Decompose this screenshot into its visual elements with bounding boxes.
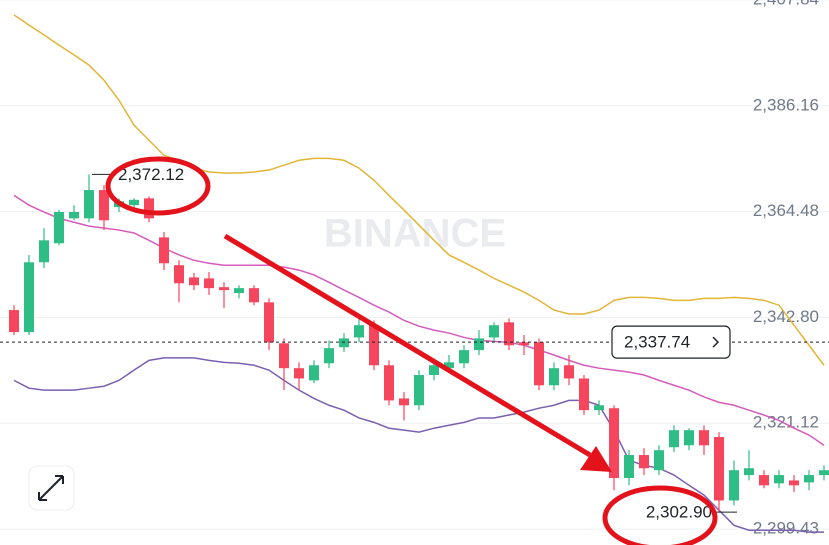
- candle-body: [309, 365, 319, 381]
- candle-body: [459, 350, 469, 364]
- candle-body: [759, 475, 769, 486]
- candle-body: [84, 190, 94, 219]
- candle-body: [294, 368, 304, 379]
- band-line: [13, 194, 825, 446]
- candle-body: [624, 455, 634, 478]
- band-line: [13, 14, 825, 366]
- candle-body: [159, 237, 169, 264]
- candle-body: [414, 375, 424, 406]
- candle-body: [819, 470, 829, 476]
- candle-body: [489, 325, 499, 338]
- candle-body: [549, 368, 559, 386]
- candle-body: [669, 430, 679, 448]
- candle-body: [444, 362, 454, 369]
- candle-body: [204, 278, 214, 289]
- candle-body: [594, 405, 604, 411]
- candle-body: [324, 348, 334, 364]
- candle-body: [804, 475, 814, 483]
- y-tick-label: 2,321.12: [753, 413, 819, 432]
- band-line: [13, 357, 824, 533]
- candle-body: [99, 190, 109, 221]
- candle-body: [684, 430, 694, 446]
- y-tick-label: 2,299.43: [753, 519, 819, 538]
- highlight-circle: [602, 485, 718, 545]
- candle-body: [9, 310, 19, 333]
- y-tick-label: 2,407.84: [753, 0, 819, 8]
- candle-body: [39, 240, 49, 263]
- candle-body: [534, 342, 544, 386]
- candle-body: [654, 450, 664, 471]
- candle-body: [399, 398, 409, 406]
- candle-body: [789, 480, 799, 486]
- candle-body: [564, 365, 574, 379]
- candle-body: [474, 338, 484, 351]
- candle-body: [384, 365, 394, 401]
- last-price-box[interactable]: [611, 325, 731, 359]
- y-tick-label: 2,364.48: [753, 201, 819, 220]
- candle-body: [24, 262, 34, 333]
- candle-body: [219, 287, 229, 291]
- arrow-head: [580, 446, 612, 472]
- candle-body: [279, 343, 289, 369]
- candle-body: [234, 288, 244, 294]
- candle-body: [729, 470, 739, 501]
- candle-body: [429, 365, 439, 376]
- high-label: 2,372.12: [118, 165, 184, 184]
- y-tick-label: 2,386.16: [753, 95, 819, 114]
- last-price-label[interactable]: 2,337.74: [624, 333, 690, 352]
- expand-icon[interactable]: [38, 475, 64, 501]
- candle-body: [504, 322, 514, 346]
- chevron-icon[interactable]: [712, 336, 720, 348]
- candle-body: [174, 265, 184, 284]
- candle-body: [609, 408, 619, 478]
- candle-body: [264, 302, 274, 343]
- candle-body: [129, 199, 139, 206]
- candle-body: [249, 288, 259, 303]
- trend-arrow: [223, 233, 592, 458]
- expand-button[interactable]: [28, 465, 75, 511]
- candle-body: [339, 338, 349, 348]
- candle-body: [714, 436, 724, 501]
- candle-body: [69, 212, 79, 219]
- candle-body: [579, 378, 589, 411]
- candle-body: [699, 430, 709, 446]
- candle-body: [369, 325, 379, 366]
- candle-body: [144, 198, 154, 219]
- low-label: 2,302.90: [646, 503, 712, 522]
- highlight-circle: [105, 156, 211, 216]
- candle-body: [189, 277, 199, 286]
- candle-body: [639, 455, 649, 469]
- candle-body: [54, 212, 64, 244]
- y-tick-label: 2,342.80: [753, 307, 819, 326]
- watermark: BINANCE: [324, 212, 506, 256]
- candle-body: [519, 342, 529, 346]
- candle-body: [744, 468, 754, 476]
- candle-body: [774, 475, 784, 484]
- candle-body: [354, 325, 364, 338]
